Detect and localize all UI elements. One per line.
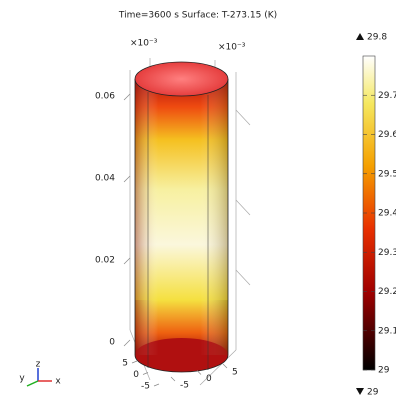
z-tick (124, 258, 130, 264)
plot-window: Time=3600 s Surface: T-273.15 (K) ×10⁻³ … (0, 0, 396, 409)
cylinder (135, 62, 228, 372)
colorbar-max: 29.8 (367, 33, 387, 43)
z-multiplier: ×10⁻³ (130, 39, 158, 49)
colorbar-tick-label: 29.5 (378, 169, 396, 179)
z-tick (124, 176, 130, 182)
y-tick-label: -5 (141, 382, 150, 392)
colorbar-tick-label: 29.4 (378, 209, 396, 219)
z-tick-label: 0.06 (95, 92, 115, 102)
y-tick-label: 5 (122, 359, 128, 369)
y-tick-label: 0 (133, 370, 139, 380)
x-tick (171, 377, 175, 381)
triad-y: y (19, 374, 25, 384)
z-tick (124, 94, 130, 100)
x-multiplier: ×10⁻³ (218, 43, 246, 53)
colorbar-tick-label: 29.1 (378, 326, 396, 336)
z-tick-label: 0 (109, 338, 115, 348)
min-arrow (356, 388, 364, 395)
x-tick (223, 364, 227, 368)
y-tick (132, 361, 137, 363)
z-tick (124, 340, 130, 346)
x-tick-label: 0 (206, 374, 212, 384)
colorbar-min: 29 (367, 388, 379, 398)
colorbar-tick-label: 29 (378, 366, 390, 376)
colorbar-tick-label: 29.6 (378, 130, 396, 140)
x-tick-label: 5 (232, 368, 238, 378)
x-tick-label: -5 (180, 381, 189, 391)
colorbar-tick-label: 29.3 (378, 248, 396, 258)
triad-z: z (36, 360, 41, 370)
triad-x: x (55, 377, 61, 387)
max-arrow (356, 33, 364, 40)
z-tick-label: 0.04 (95, 174, 115, 184)
z-tick-label: 0.02 (95, 256, 115, 266)
plot-title: Time=3600 s Surface: T-273.15 (K) (118, 11, 277, 21)
triad (27, 368, 52, 386)
colorbar-tick-label: 29.2 (378, 287, 396, 297)
y-tick (154, 384, 159, 386)
colorbar-tick-label: 29.7 (378, 91, 396, 101)
